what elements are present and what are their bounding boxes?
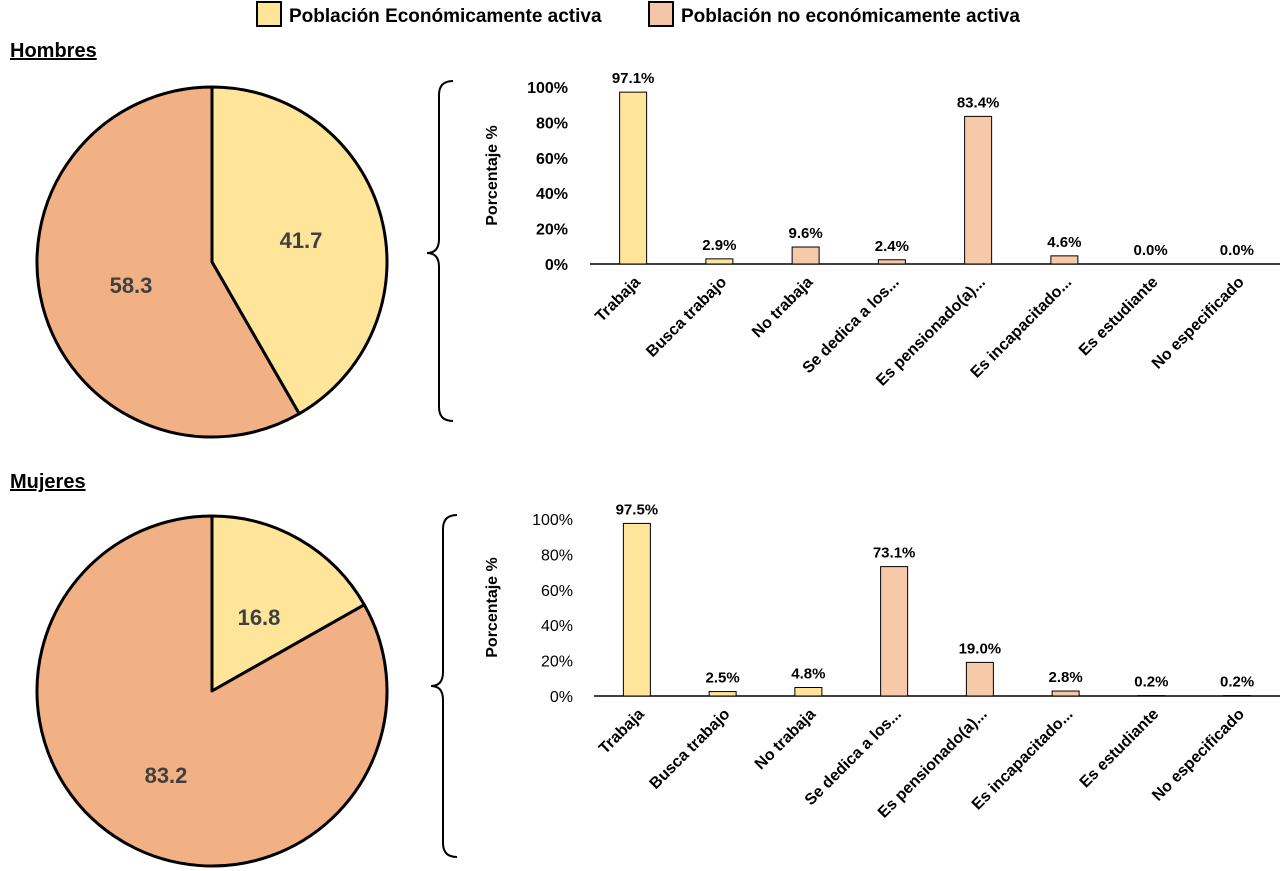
legend-label-pea: Población Económicamente activa <box>289 6 602 27</box>
pie-chart-hombres: 41.7 58.3 <box>35 85 389 439</box>
y-tick-label: 80% <box>536 115 568 132</box>
y-tick-label: 60% <box>541 583 573 600</box>
bar <box>708 691 737 697</box>
legend-swatch-pea <box>256 1 282 27</box>
bar-value-label: 0.0% <box>1220 242 1254 259</box>
y-tick-label: 80% <box>541 547 573 564</box>
x-tick-label: Trabaja <box>592 274 644 326</box>
bar-value-label: 2.4% <box>875 238 909 255</box>
x-tick-label: Busca trabajo <box>647 706 734 793</box>
bar-chart-hombres: Porcentaje % 0% 20% 40% 60% 80% 100% 97.1% Traba… <box>484 70 1280 390</box>
brace-mujeres <box>430 514 458 858</box>
y-tick-label: 100% <box>527 80 568 97</box>
bar-value-label: 2.5% <box>706 670 740 687</box>
y-axis-label: Porcentaje % <box>484 557 501 657</box>
x-tick-label: Se dedica a los... <box>802 706 905 809</box>
bar-value-label: 4.6% <box>1047 234 1081 251</box>
section-title-mujeres: Mujeres <box>10 471 86 493</box>
bar <box>622 522 651 697</box>
y-tick-label: 40% <box>536 186 568 203</box>
pie-slice <box>35 514 389 868</box>
bar-value-label: 19.0% <box>959 640 1002 657</box>
pie-chart-mujeres: 16.8 83.2 <box>35 514 389 868</box>
bar-value-label: 0.0% <box>1134 242 1168 259</box>
bar <box>705 258 734 265</box>
bar-value-label: 73.1% <box>873 545 916 562</box>
y-tick-label: 20% <box>536 222 568 239</box>
x-tick-label: Trabaja <box>596 706 648 758</box>
pie-slice <box>210 514 366 693</box>
y-tick-label: 20% <box>541 654 573 671</box>
pie-slice-label: 41.7 <box>280 228 323 253</box>
y-tick-label: 40% <box>541 618 573 635</box>
pie-slice-label: 83.2 <box>145 763 188 788</box>
bar-value-label: 97.5% <box>616 501 659 518</box>
bar-value-label: 9.6% <box>789 225 823 242</box>
bar-value-label: 83.4% <box>957 94 1000 111</box>
bar-value-label: 4.8% <box>791 666 825 683</box>
bar-value-label: 0.2% <box>1220 674 1254 691</box>
bar <box>1050 255 1079 265</box>
x-tick-label: No trabaja <box>752 706 819 773</box>
bar-value-label: 0.2% <box>1134 674 1168 691</box>
bar <box>794 687 823 697</box>
legend-label-pnea: Población no económicamente activa <box>681 6 1020 27</box>
brace-hombres <box>426 80 454 422</box>
pie-slice <box>210 85 389 416</box>
pie-slice-label: 16.8 <box>238 605 281 630</box>
bar-value-label: 97.1% <box>612 70 655 87</box>
x-tick-label: No trabaja <box>749 274 816 341</box>
bar <box>1051 690 1080 697</box>
bar <box>965 661 994 697</box>
legend: Población Económicamente activa Població… <box>256 1 1020 27</box>
bar-value-label: 2.8% <box>1049 669 1083 686</box>
pie-slice-label: 58.3 <box>110 273 153 298</box>
bar-chart-mujeres: Porcentaje % 0% 20% 40% 60% 80% 100% 97.5% Traba… <box>484 501 1280 822</box>
bar <box>880 566 909 697</box>
y-tick-label: 100% <box>532 512 573 529</box>
bar <box>964 115 993 265</box>
bar-value-label: 2.9% <box>702 237 736 254</box>
x-tick-label: Busca trabajo <box>643 274 730 361</box>
section-title-hombres: Hombres <box>10 40 97 62</box>
y-tick-label: 60% <box>536 151 568 168</box>
bar <box>791 246 820 265</box>
x-tick-label: No especificado <box>1149 706 1248 805</box>
x-tick-label: Es estudiante <box>1077 706 1163 792</box>
bar <box>877 259 906 265</box>
legend-swatch-pnea <box>648 1 674 27</box>
x-tick-label: No especificado <box>1149 274 1248 373</box>
pie-slice <box>35 85 301 439</box>
y-tick-label: 0% <box>550 689 573 706</box>
y-axis-label: Porcentaje % <box>484 125 501 225</box>
x-tick-label: Se dedica a los... <box>799 274 902 377</box>
y-tick-label: 0% <box>545 257 568 274</box>
x-tick-label: Es estudiante <box>1076 274 1162 360</box>
bar <box>619 91 648 265</box>
